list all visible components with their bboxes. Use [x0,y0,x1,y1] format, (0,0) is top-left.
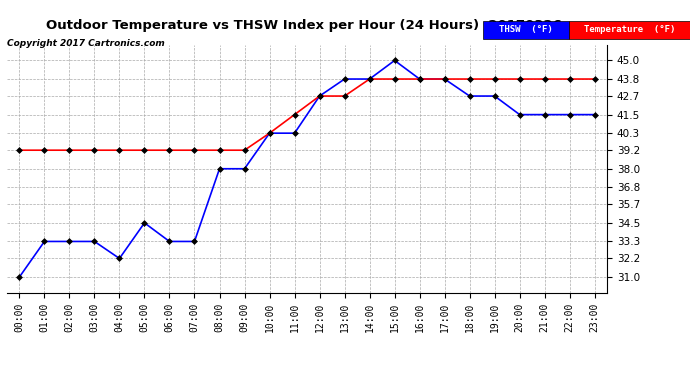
Text: Copyright 2017 Cartronics.com: Copyright 2017 Cartronics.com [7,39,165,48]
Text: Outdoor Temperature vs THSW Index per Hour (24 Hours)  20170326: Outdoor Temperature vs THSW Index per Ho… [46,19,562,32]
Text: THSW  (°F): THSW (°F) [500,25,553,34]
Text: Temperature  (°F): Temperature (°F) [584,25,676,34]
